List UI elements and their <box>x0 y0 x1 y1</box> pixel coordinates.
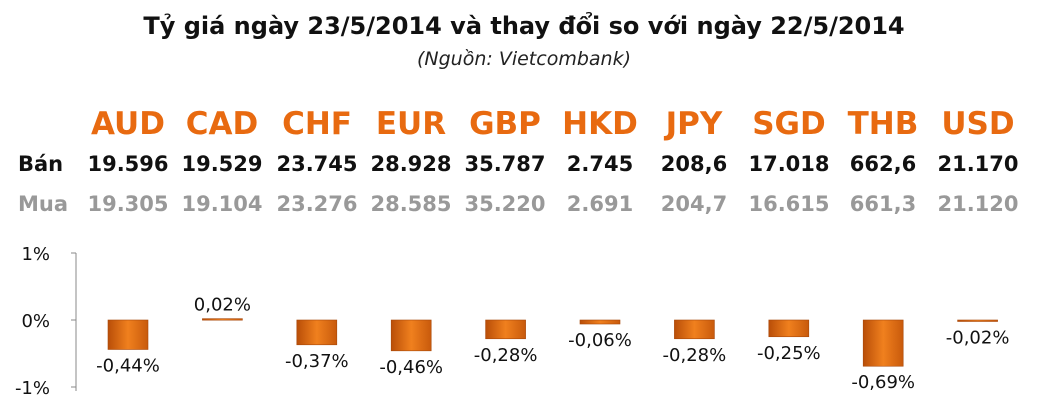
data-label-chf: -0,37% <box>285 351 349 372</box>
data-label-gbp: -0,28% <box>474 345 538 366</box>
bar-sgd <box>768 319 810 338</box>
y-tick-label: 1% <box>21 244 50 265</box>
buy-rate-value: 28.585 <box>370 192 452 216</box>
sell-rate-value: 662,6 <box>849 152 917 176</box>
sell-rate-value: 35.787 <box>464 152 546 176</box>
bar-hkd <box>579 319 621 325</box>
data-label-thb: -0,69% <box>851 372 915 393</box>
chart-title: Tỷ giá ngày 23/5/2014 và thay đổi so với… <box>143 12 905 40</box>
bar-usd <box>957 319 998 322</box>
currency-label: CAD <box>185 106 259 142</box>
buy-rate-value: 204,7 <box>660 192 728 216</box>
bar-gbp <box>485 319 526 340</box>
currency-label: CHF <box>282 106 352 142</box>
buy-rate-value: 19.305 <box>87 192 169 216</box>
buy-rate-value: 2.691 <box>566 192 634 216</box>
buy-rate-value: 661,3 <box>849 192 917 216</box>
sell-row-label: Bán <box>18 152 64 176</box>
bar-jpy <box>674 319 715 340</box>
sell-rate-value: 19.596 <box>87 152 169 176</box>
currency-label: EUR <box>375 106 447 142</box>
bar-aud <box>107 319 149 350</box>
data-label-aud: -0,44% <box>96 355 160 376</box>
currency-label: GBP <box>469 106 541 142</box>
bar-cad <box>202 318 243 321</box>
data-label-cad: 0,02% <box>194 295 251 316</box>
data-label-hkd: -0,06% <box>568 330 632 351</box>
buy-rate-value: 23.276 <box>276 192 358 216</box>
bar-chf <box>296 319 338 346</box>
data-label-jpy: -0,28% <box>663 345 727 366</box>
sell-rate-value: 23.745 <box>276 152 358 176</box>
data-label-eur: -0,46% <box>379 357 443 378</box>
currency-label: JPY <box>665 106 723 142</box>
currency-label: USD <box>941 106 1015 142</box>
sell-rate-value: 21.170 <box>937 152 1019 176</box>
buy-row-label: Mua <box>18 192 69 216</box>
y-tick-label: 0% <box>21 311 50 332</box>
bar-thb <box>862 319 904 367</box>
sell-rate-value: 28.928 <box>370 152 452 176</box>
currency-label: THB <box>847 106 919 142</box>
y-tick-label: -1% <box>15 378 50 399</box>
sell-rate-value: 17.018 <box>748 152 830 176</box>
buy-rate-value: 16.615 <box>748 192 830 216</box>
data-label-usd: -0,02% <box>946 328 1010 349</box>
sell-rate-value: 208,6 <box>660 152 728 176</box>
sell-rate-value: 2.745 <box>566 152 634 176</box>
currency-label: HKD <box>562 106 638 142</box>
currency-label: AUD <box>91 106 165 142</box>
buy-rate-value: 21.120 <box>937 192 1019 216</box>
buy-rate-value: 19.104 <box>181 192 263 216</box>
data-label-sgd: -0,25% <box>757 343 821 364</box>
buy-rate-value: 35.220 <box>464 192 546 216</box>
bar-eur <box>390 319 432 352</box>
currency-label: SGD <box>752 106 826 142</box>
chart-source: (Nguồn: Vietcombank) <box>417 48 631 70</box>
sell-rate-value: 19.529 <box>181 152 263 176</box>
